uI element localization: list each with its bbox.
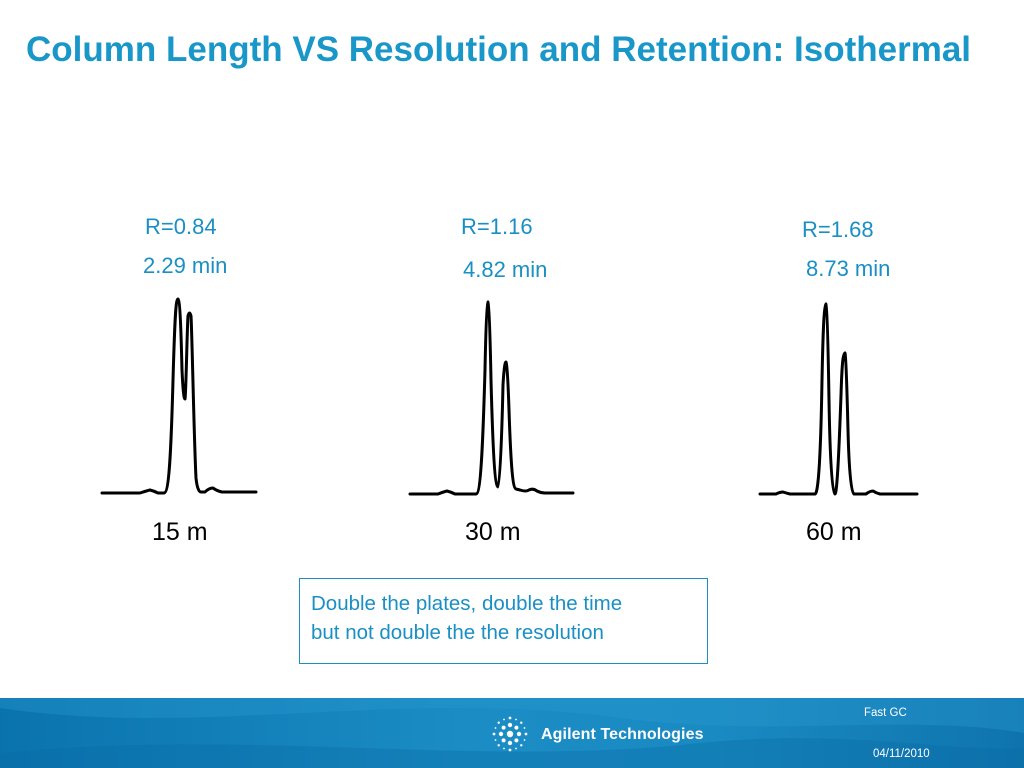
resolution-label-60m: R=1.68 xyxy=(802,217,874,242)
resolution-label-15m: R=0.84 xyxy=(145,214,217,239)
slide-title: Column Length VS Resolution and Retentio… xyxy=(26,30,972,69)
retention-time-label-60m: 8.73 min xyxy=(806,256,891,281)
chromatogram-trace-60m xyxy=(758,302,919,496)
footer-topic: Fast GC xyxy=(864,707,907,719)
brand-name: Agilent Technologies xyxy=(541,726,704,743)
footer-band xyxy=(0,698,1024,768)
retention-time-label-30m: 4.82 min xyxy=(463,257,548,282)
chromatogram-trace-15m xyxy=(100,297,258,495)
footer-date: 04/11/2010 xyxy=(873,748,930,760)
callout-box: Double the plates, double the time but n… xyxy=(299,578,708,664)
resolution-label-30m: R=1.16 xyxy=(461,214,533,239)
footer-wave-decoration xyxy=(0,698,1024,768)
column-length-label-15m: 15 m xyxy=(152,518,208,546)
agilent-spark-icon xyxy=(492,716,528,752)
chromatograms-figure xyxy=(100,297,919,496)
callout-line-1: Double the plates, double the time xyxy=(311,592,623,615)
callout-line-2: but not double the the resolution xyxy=(311,621,604,644)
column-length-label-30m: 30 m xyxy=(465,518,521,546)
chromatogram-trace-30m xyxy=(408,300,575,496)
retention-time-label-15m: 2.29 min xyxy=(143,253,228,278)
column-length-label-60m: 60 m xyxy=(806,518,862,546)
